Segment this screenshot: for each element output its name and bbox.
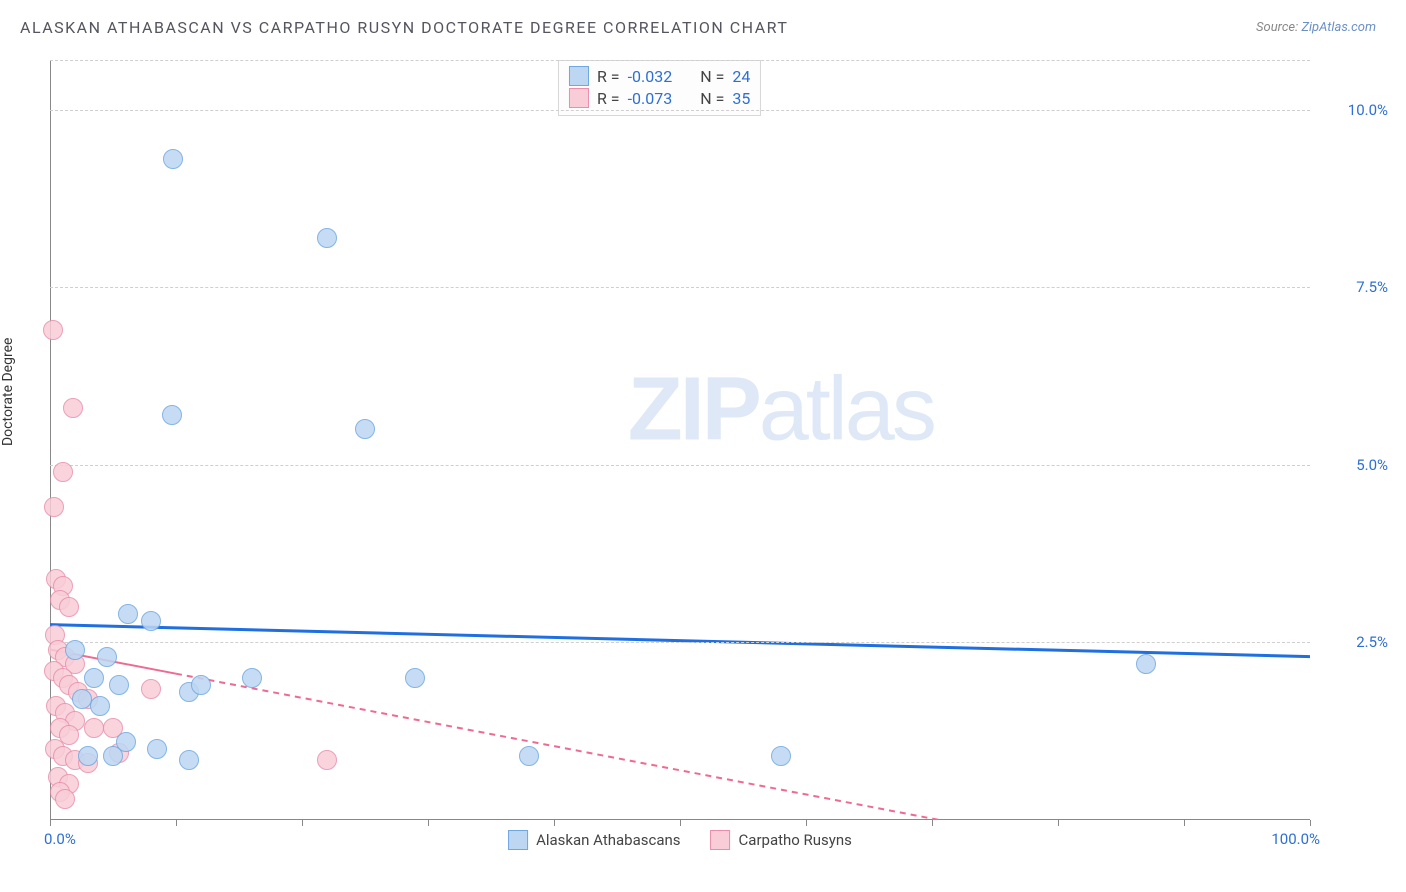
source-prefix: Source:: [1256, 20, 1301, 35]
data-point: [141, 679, 161, 699]
data-point: [78, 746, 98, 766]
grid-line: [50, 287, 1310, 288]
legend-item: Carpatho Rusyns: [711, 830, 852, 850]
y-tick-label: 10.0%: [1318, 101, 1388, 119]
x-tick: [932, 820, 933, 826]
x-tick: [428, 820, 429, 826]
data-point: [317, 750, 337, 770]
data-point: [65, 640, 85, 660]
legend-label: Carpatho Rusyns: [739, 831, 852, 849]
n-value: 24: [732, 67, 750, 86]
x-tick: [176, 820, 177, 826]
x-min-label: 0.0%: [44, 830, 76, 848]
legend-label: Alaskan Athabascans: [536, 831, 680, 849]
trend-lines: [50, 60, 1310, 820]
n-value: 35: [732, 89, 750, 108]
data-point: [63, 398, 83, 418]
data-point: [163, 149, 183, 169]
data-point: [179, 750, 199, 770]
x-tick: [1184, 820, 1185, 826]
data-point: [43, 320, 63, 340]
data-point: [97, 647, 117, 667]
data-point: [162, 405, 182, 425]
data-point: [90, 696, 110, 716]
x-tick: [1310, 820, 1311, 826]
data-point: [141, 611, 161, 631]
legend-row: R = -0.032 N = 24: [569, 65, 750, 87]
r-value: -0.032: [628, 67, 673, 86]
watermark-zip: ZIP: [628, 359, 759, 459]
data-point: [317, 228, 337, 248]
data-point: [55, 789, 75, 809]
x-max-label: 100.0%: [1271, 830, 1320, 848]
data-point: [59, 597, 79, 617]
data-point: [147, 739, 167, 759]
y-tick-label: 5.0%: [1318, 456, 1388, 474]
legend-swatch: [569, 66, 589, 86]
x-tick: [554, 820, 555, 826]
data-point: [771, 746, 791, 766]
r-label: R =: [597, 67, 620, 86]
watermark-atlas: atlas: [759, 359, 934, 459]
chart-title: ALASKAN ATHABASCAN VS CARPATHO RUSYN DOC…: [20, 18, 788, 37]
y-axis-label: Doctorate Degree: [0, 338, 16, 446]
source-link[interactable]: ZipAtlas.com: [1301, 20, 1376, 35]
x-tick: [302, 820, 303, 826]
data-point: [84, 668, 104, 688]
legend-series: Alaskan Athabascans Carpatho Rusyns: [508, 830, 852, 850]
data-point: [519, 746, 539, 766]
n-label: N =: [700, 67, 724, 86]
data-point: [53, 462, 73, 482]
x-tick: [1058, 820, 1059, 826]
y-tick-label: 2.5%: [1318, 633, 1388, 651]
scatter-plot: ZIPatlas R =-0.032N =24R =-0.073N =35 0.…: [50, 60, 1310, 820]
data-point: [191, 675, 211, 695]
data-point: [1136, 654, 1156, 674]
r-label: R =: [597, 89, 620, 108]
data-point: [242, 668, 262, 688]
legend-swatch: [711, 830, 731, 850]
legend-swatch: [508, 830, 528, 850]
legend-swatch: [569, 88, 589, 108]
r-value: -0.073: [628, 89, 673, 108]
grid-line: [50, 642, 1310, 643]
data-point: [109, 675, 129, 695]
legend-correlation: R = -0.032 N = 24 R = -0.073 N = 35: [558, 60, 761, 116]
data-point: [405, 668, 425, 688]
data-point: [44, 497, 64, 517]
watermark: ZIPatlas: [628, 358, 934, 461]
data-point: [355, 419, 375, 439]
grid-line: [50, 60, 1310, 61]
grid-line: [50, 465, 1310, 466]
data-point: [84, 718, 104, 738]
legend-item: Alaskan Athabascans: [508, 830, 680, 850]
source-label: Source: ZipAtlas.com: [1256, 20, 1376, 35]
data-point: [103, 746, 123, 766]
grid-line: [50, 110, 1310, 111]
legend-row: R = -0.073 N = 35: [569, 87, 750, 109]
data-point: [72, 689, 92, 709]
y-tick-label: 7.5%: [1318, 278, 1388, 296]
data-point: [118, 604, 138, 624]
x-tick: [50, 820, 51, 826]
n-label: N =: [700, 89, 724, 108]
x-tick: [806, 820, 807, 826]
x-tick: [680, 820, 681, 826]
